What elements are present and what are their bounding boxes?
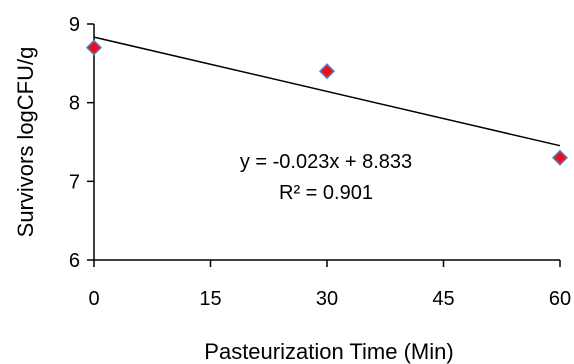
data-point-marker [85, 39, 103, 56]
r-squared-label: R² = 0.901 [279, 182, 373, 204]
y-tick-label: 9 [69, 14, 80, 36]
x-tick-label: 45 [432, 288, 454, 310]
data-point-marker [318, 63, 336, 80]
trendline-equation: y = -0.023x + 8.833 [240, 151, 412, 173]
axes: 6 7 8 9 0 15 30 45 60 [69, 14, 571, 310]
x-tick-label: 15 [199, 288, 221, 310]
x-tick-label: 0 [88, 288, 99, 310]
y-tick-label: 6 [69, 250, 80, 272]
trendline-layer [93, 36, 561, 147]
x-tick-label: 30 [316, 288, 338, 310]
y-tick-label: 8 [69, 93, 80, 115]
data-point-marker [551, 149, 569, 166]
data-points [85, 39, 569, 166]
y-tick-label: 7 [69, 171, 80, 193]
trendline [93, 36, 561, 147]
x-axis-title: Pasteurization Time (Min) [204, 339, 453, 364]
x-tick-label: 60 [549, 288, 571, 310]
y-axis-title: Survivors logCFU/g [13, 47, 38, 238]
